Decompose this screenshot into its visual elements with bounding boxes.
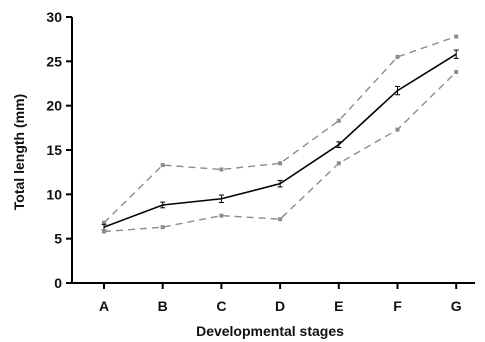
data-point <box>102 229 106 234</box>
x-tick-label: F <box>393 298 402 314</box>
data-point <box>336 161 341 166</box>
series-layer <box>101 34 459 234</box>
axes: 0 5 10 15 20 25 30 A B C D E F G <box>46 9 475 314</box>
data-point <box>102 220 106 225</box>
data-point <box>454 69 459 74</box>
x-tick-label: B <box>158 298 168 314</box>
labels: Developmental stages Total length (mm) <box>11 94 344 339</box>
data-point <box>160 225 165 230</box>
y-axis-title: Total length (mm) <box>11 94 27 210</box>
data-point <box>219 213 224 218</box>
y-tick-label: 30 <box>46 9 62 25</box>
x-axis-title: Developmental stages <box>196 323 344 339</box>
y-tick-label: 20 <box>46 98 62 114</box>
x-tick-label: E <box>334 298 343 314</box>
data-point <box>395 127 400 132</box>
x-tick-label: D <box>275 298 285 314</box>
y-tick-label: 0 <box>54 275 62 291</box>
data-point <box>160 163 165 168</box>
series-lower <box>102 69 459 234</box>
y-tick-label: 25 <box>46 53 62 69</box>
x-tick-label: G <box>451 298 462 314</box>
series-upper <box>102 34 459 225</box>
series-line-upper <box>103 35 457 224</box>
y-tick-label: 5 <box>54 231 62 247</box>
data-point <box>278 217 283 222</box>
y-tick-label: 10 <box>46 186 62 202</box>
x-tick-label: A <box>99 298 109 314</box>
data-point <box>219 167 224 172</box>
series-mean <box>101 49 459 231</box>
series-line-mean <box>103 53 457 228</box>
data-point <box>395 54 400 59</box>
y-tick-label: 15 <box>46 142 62 158</box>
data-point <box>278 161 283 166</box>
x-tick-label: C <box>216 298 226 314</box>
data-point <box>336 118 341 123</box>
data-point <box>454 34 459 39</box>
